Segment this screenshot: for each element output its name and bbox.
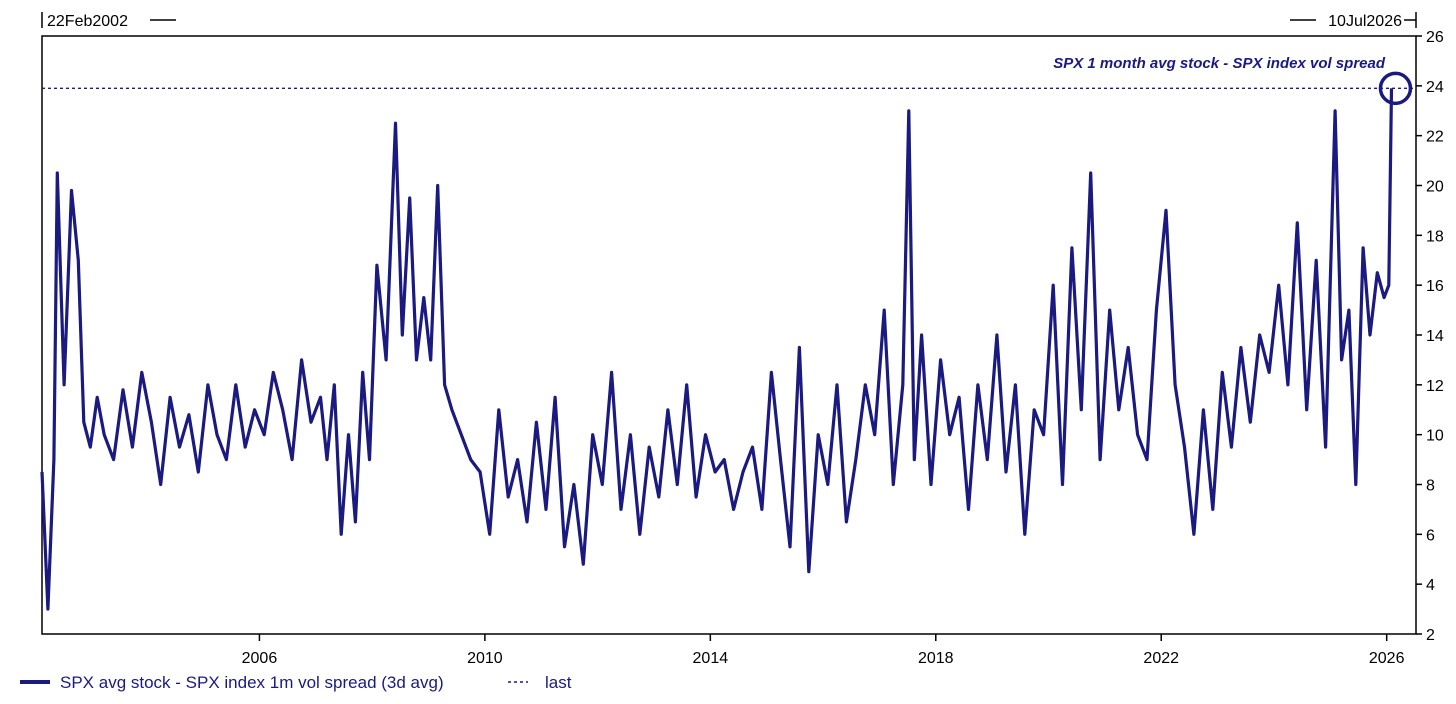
y-tick-label: 6: [1426, 527, 1435, 544]
y-tick-label: 14: [1426, 328, 1444, 345]
y-tick-label: 22: [1426, 129, 1444, 146]
legend-last-label: last: [545, 673, 572, 692]
y-tick-label: 10: [1426, 428, 1444, 445]
date-range-header: 22Feb2002 10Jul2026: [41, 12, 1417, 30]
y-tick-label: 16: [1426, 278, 1444, 295]
y-tick-label: 26: [1426, 29, 1444, 46]
x-tick-label: 2006: [242, 650, 278, 667]
end-date-label: 10Jul2026: [1328, 13, 1402, 30]
y-tick-label: 12: [1426, 378, 1444, 395]
y-tick-label: 24: [1426, 79, 1444, 96]
chart-annotation: SPX 1 month avg stock - SPX index vol sp…: [1053, 55, 1386, 72]
x-tick-label: 2022: [1143, 650, 1179, 667]
x-tick-label: 2014: [693, 650, 729, 667]
series-line: [40, 88, 1394, 611]
legend: SPX avg stock - SPX index 1m vol spread …: [20, 673, 572, 692]
legend-series-label: SPX avg stock - SPX index 1m vol spread …: [60, 673, 444, 692]
y-tick-label: 20: [1426, 179, 1444, 196]
x-tick-label: 2026: [1369, 650, 1405, 667]
y-tick-label: 18: [1426, 228, 1444, 245]
x-axis: 2006 2010 2014 2018 2022 2026: [242, 634, 1405, 667]
y-tick-label: 4: [1426, 577, 1435, 594]
x-tick-label: 2018: [918, 650, 954, 667]
last-value-marker: [1378, 71, 1413, 106]
x-tick-label: 2010: [467, 650, 503, 667]
start-date-label: 22Feb2002: [47, 13, 128, 30]
y-tick-label: 8: [1426, 478, 1435, 495]
y-tick-label: 2: [1426, 627, 1435, 644]
plot-frame: [41, 35, 1417, 635]
